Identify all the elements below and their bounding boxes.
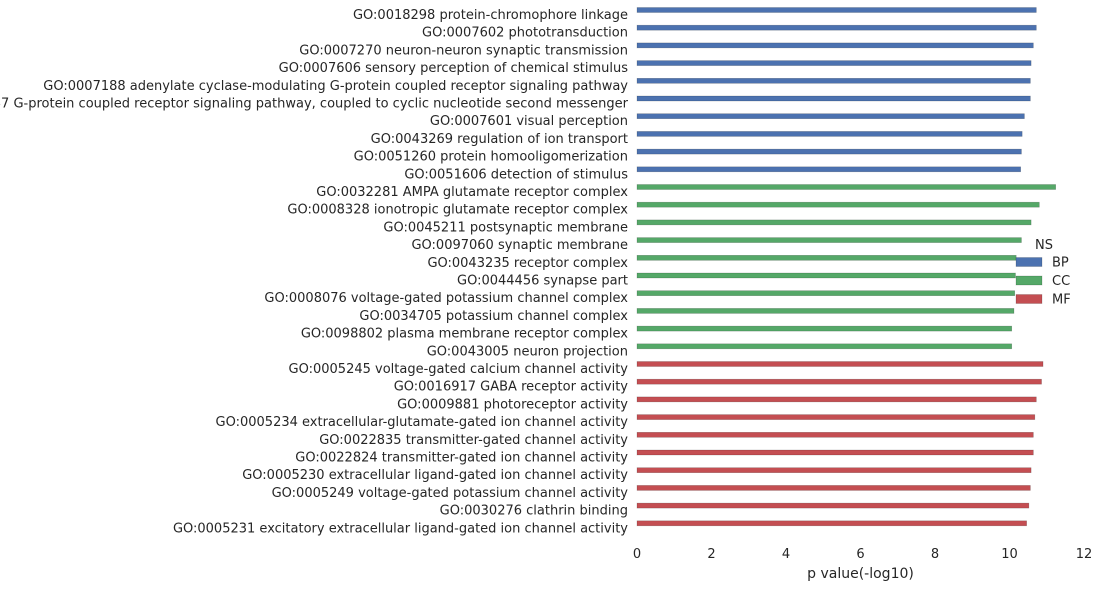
category-label: GO:0005231 excitatory extracellular liga…	[173, 521, 628, 536]
x-tick-label: 8	[931, 547, 939, 562]
x-tick-label: 4	[782, 547, 790, 562]
category-label: GO:0018298 protein-chromophore linkage	[353, 8, 628, 23]
bar-cc	[636, 290, 1016, 297]
bar-cc	[636, 308, 1015, 314]
legend-swatch-cc	[1015, 275, 1043, 286]
bar-cc	[636, 272, 1016, 279]
bar-cc	[636, 201, 1040, 208]
category-label: GO:0005230 extracellular ligand-gated io…	[242, 468, 628, 483]
category-label: GO:0098802 plasma membrane receptor comp…	[301, 327, 628, 342]
category-label: GO:0051606 detection of stimulus	[404, 167, 628, 182]
bar-bp	[636, 148, 1022, 155]
bar-mf	[636, 485, 1031, 491]
bar-mf	[636, 361, 1044, 367]
bar-cc	[636, 325, 1013, 332]
legend-title: NS	[1035, 238, 1053, 253]
bar-mf	[636, 467, 1032, 474]
bar-bp	[636, 24, 1037, 31]
bars-layer	[636, 7, 1056, 527]
bar-bp	[636, 131, 1023, 137]
x-tick-label: 6	[856, 547, 864, 562]
category-label: GO:0007601 visual perception	[430, 114, 628, 129]
x-tick-label: 12	[1076, 547, 1093, 562]
category-label: GO:0005249 voltage-gated potassium chann…	[272, 486, 629, 501]
category-label: GO:0009881 photoreceptor activity	[397, 397, 628, 412]
category-labels: GO:0018298 protein-chromophore linkage GO…	[0, 8, 629, 536]
category-label: GO:0045211 postsynaptic membrane	[383, 220, 628, 235]
bar-mf	[636, 502, 1030, 509]
x-axis-ticks: 0 2 4 6 8 10 12	[633, 547, 1092, 562]
legend-swatch-mf	[1015, 294, 1043, 304]
legend-label-mf: MF	[1052, 293, 1071, 308]
bar-cc	[636, 237, 1022, 243]
category-label: GO:0032281 AMPA glutamate receptor compl…	[316, 185, 628, 200]
bar-cc	[636, 343, 1013, 350]
category-label: GO:0051260 protein homooligomerization	[354, 150, 628, 165]
category-label: GO:0043269 regulation of ion transport	[371, 132, 628, 147]
category-label: GO:0008328 ionotropic glutamate receptor…	[287, 203, 628, 218]
legend-label-bp: BP	[1052, 256, 1069, 271]
legend-swatch-bp	[1015, 257, 1043, 267]
bar-cc	[636, 219, 1032, 226]
bar-bp	[636, 113, 1025, 119]
category-label: GO:0007188 adenylate cyclase-modulating …	[43, 79, 628, 94]
x-tick-label: 10	[1001, 547, 1018, 562]
x-tick-label: 0	[633, 547, 641, 562]
bar-bp	[636, 42, 1034, 49]
bar-mf	[636, 449, 1034, 456]
bar-mf	[636, 520, 1027, 527]
legend-label-cc: CC	[1052, 274, 1070, 289]
category-label: GO:0007187 G-protein coupled receptor si…	[0, 97, 629, 112]
category-label: GO:0034705 potassium channel complex	[359, 309, 628, 324]
category-label: GO:0007602 phototransduction	[422, 26, 628, 41]
category-label: GO:0005234 extracellular-glutamate-gated…	[216, 415, 629, 430]
category-label: GO:0022824 transmitter-gated ion channel…	[295, 451, 628, 466]
bar-cc	[636, 255, 1017, 261]
category-label: GO:0016917 GABA receptor activity	[394, 380, 629, 395]
bar-mf	[636, 378, 1042, 385]
category-label: GO:0043235 receptor complex	[427, 256, 628, 271]
category-label: GO:0007606 sensory perception of chemica…	[279, 61, 629, 76]
bar-mf	[636, 431, 1034, 438]
category-label: GO:0007270 neuron-neuron synaptic transm…	[299, 43, 628, 58]
category-label: GO:0022835 transmitter-gated channel act…	[319, 433, 628, 448]
bar-cc	[636, 184, 1056, 190]
category-label: GO:0030276 clathrin binding	[440, 504, 628, 519]
category-label: GO:0008076 voltage-gated potassium chann…	[264, 291, 628, 306]
category-label: GO:0005245 voltage-gated calcium channel…	[289, 362, 629, 377]
bar-mf	[636, 396, 1037, 403]
category-label: GO:0097060 synaptic membrane	[411, 238, 628, 253]
bar-bp	[636, 7, 1037, 13]
bar-bp	[636, 78, 1031, 84]
category-label: GO:0043005 neuron projection	[427, 344, 628, 359]
bar-bp	[636, 95, 1031, 102]
bar-mf	[636, 414, 1036, 420]
bar-bp	[636, 166, 1021, 173]
x-tick-label: 2	[707, 547, 715, 562]
x-axis-label: p value(-log10)	[807, 566, 914, 582]
category-label: GO:0044456 synapse part	[457, 274, 628, 289]
legend: NS BP CC MF	[1015, 238, 1071, 308]
bar-bp	[636, 60, 1032, 66]
legend-entries: BP CC MF	[1015, 256, 1071, 308]
